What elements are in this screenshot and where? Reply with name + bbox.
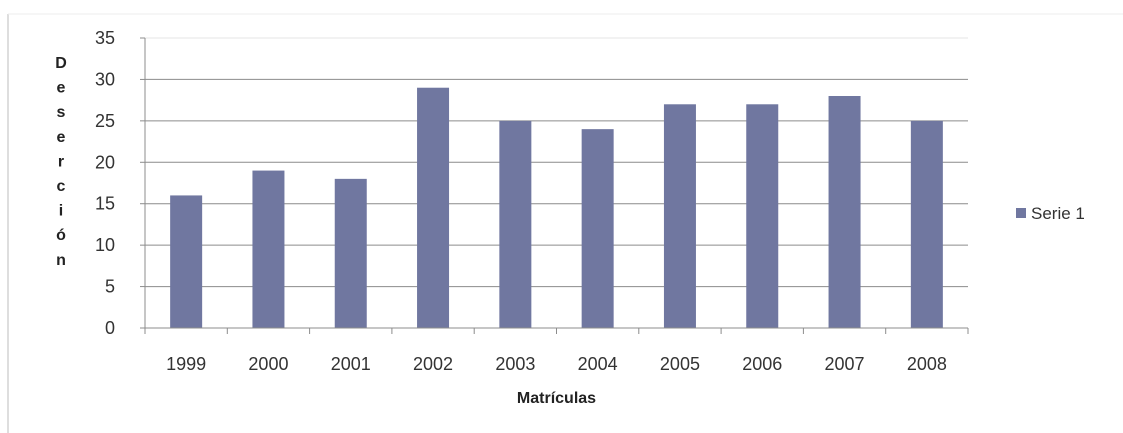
legend-label: Serie 1 — [1031, 204, 1085, 223]
bar-2005 — [663, 104, 696, 329]
x-tick-label: 2001 — [331, 354, 371, 374]
x-tick-labels: 1999 2000 2001 2002 2003 2004 2005 2006 2007 2008 — [166, 354, 947, 374]
x-tick-label: 2000 — [248, 354, 288, 374]
legend-swatch — [1016, 208, 1026, 218]
x-tick-label: 1999 — [166, 354, 206, 374]
y-axis-title-letter: e — [57, 129, 66, 146]
y-tick-labels: 0 5 10 15 20 25 30 35 — [95, 28, 115, 338]
x-tick-label: 2002 — [413, 354, 453, 374]
y-tick-label: 35 — [95, 28, 115, 48]
y-tick-label: 30 — [95, 69, 115, 89]
y-axis-title-letter: n — [56, 252, 66, 269]
y-axis-title-letter: e — [57, 80, 66, 97]
y-tick-label: 5 — [105, 277, 115, 297]
y-axis-title-letter: s — [57, 104, 66, 121]
y-axis-title-letter: i — [59, 203, 63, 220]
bar-2006 — [746, 104, 779, 329]
y-axis-title-letter: r — [58, 153, 64, 170]
legend: Serie 1 — [1016, 204, 1085, 223]
bar-2000 — [252, 170, 285, 328]
bar-2002 — [417, 87, 450, 328]
y-axis-title-letter: ó — [56, 227, 66, 244]
x-axis-title: Matrículas — [517, 390, 596, 407]
x-tick-label: 2005 — [660, 354, 700, 374]
y-tick-label: 25 — [95, 111, 115, 131]
y-axis-title-letter: c — [57, 178, 66, 195]
x-tick-label: 2008 — [907, 354, 947, 374]
y-tick-label: 15 — [95, 194, 115, 214]
bar-2001 — [334, 178, 367, 328]
y-tick-label: 0 — [105, 318, 115, 338]
x-tick-label: 2007 — [825, 354, 865, 374]
bar-2007 — [828, 96, 861, 328]
x-tick-label: 2003 — [495, 354, 535, 374]
bars — [170, 87, 943, 329]
x-tick-label: 2004 — [578, 354, 618, 374]
y-tick-label: 20 — [95, 152, 115, 172]
x-tick-label: 2006 — [742, 354, 782, 374]
bar-2008 — [910, 120, 943, 328]
y-tick-label: 10 — [95, 235, 115, 255]
axes — [140, 37, 969, 334]
bar-2004 — [581, 129, 614, 328]
bar-1999 — [170, 195, 203, 328]
bar-2003 — [499, 120, 532, 328]
y-axis-title-letter: D — [55, 55, 67, 72]
